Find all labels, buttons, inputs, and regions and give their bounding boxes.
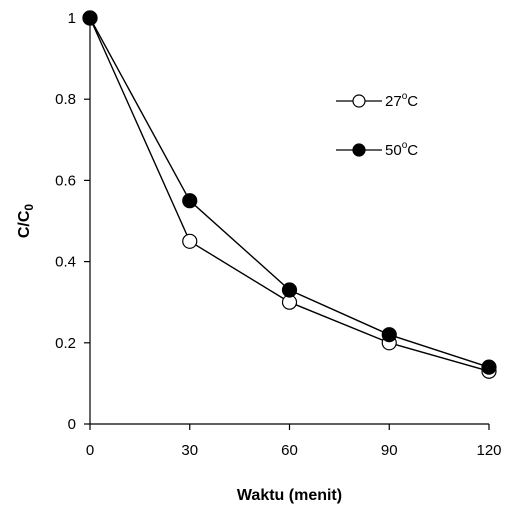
- y-tick-label: 0: [68, 416, 76, 433]
- legend: 27oC 50oC: [336, 91, 418, 159]
- legend-item-50: 50oC: [336, 140, 418, 159]
- data-point-50: [381, 327, 397, 343]
- legend-label-50: 50oC: [385, 140, 418, 159]
- data-point-50: [182, 193, 198, 209]
- data-point-27: [182, 233, 198, 249]
- x-axis-title: Waktu (menit): [237, 487, 342, 504]
- x-tick-label: 120: [476, 442, 501, 459]
- legend-item-27: 27oC: [336, 91, 418, 110]
- data-point-50: [481, 359, 497, 375]
- y-tick-label: 0.6: [55, 172, 76, 189]
- y-axis-title-subscript: 0: [22, 204, 36, 211]
- legend-marker-filled-circle: [352, 143, 366, 157]
- series-layer: [82, 10, 497, 379]
- y-tick-label: 0.2: [55, 335, 76, 352]
- data-point-50: [281, 282, 298, 298]
- axes: [89, 18, 489, 425]
- x-tick-label: 30: [181, 442, 198, 459]
- x-tick-label: 0: [86, 442, 94, 459]
- y-tick-label: 1: [68, 10, 76, 27]
- y-tick-label: 0.4: [55, 254, 76, 271]
- x-tick-label: 90: [381, 442, 398, 459]
- ticks: 0 0.2 0.4 0.6 0.8 1 0 30 60 90 120: [55, 10, 501, 459]
- data-point-50: [82, 10, 98, 26]
- y-axis-title: C/C0: [16, 204, 36, 239]
- legend-marker-open-circle: [352, 94, 366, 108]
- series-line-27: [89, 17, 490, 372]
- series-line-50: [89, 17, 490, 368]
- x-tick-label: 60: [281, 442, 298, 459]
- y-tick-label: 0.8: [55, 91, 76, 108]
- legend-label-27: 27oC: [385, 91, 418, 110]
